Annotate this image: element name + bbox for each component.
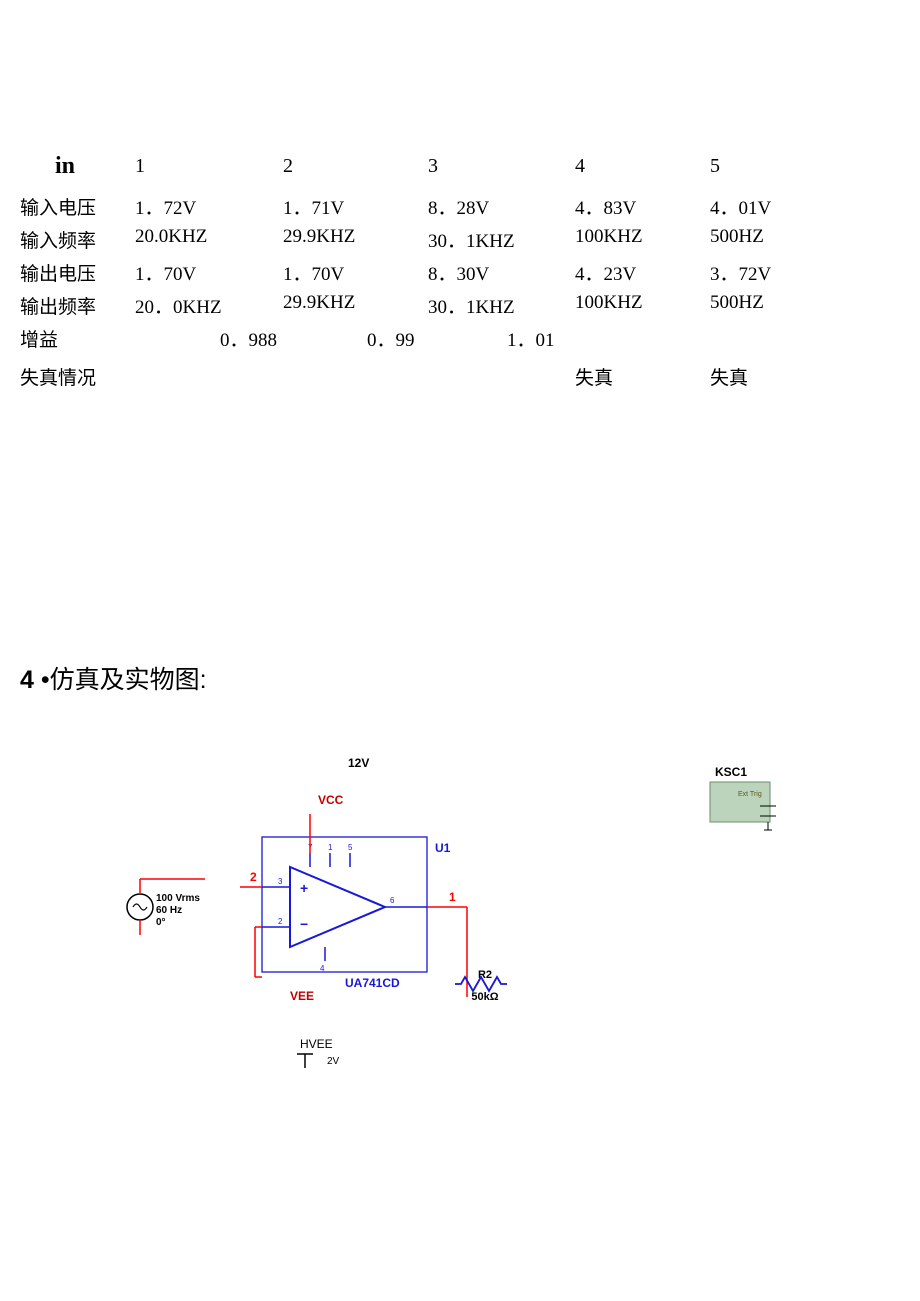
distortion-row: 失真情况 失真 失真: [20, 355, 900, 393]
distortion-value: 失真: [575, 363, 710, 390]
svg-text:60 Hz: 60 Hz: [156, 905, 182, 916]
row-label: 输出频率: [20, 292, 135, 319]
gain-label: 增益: [20, 325, 135, 352]
svg-text:100 Vrms: 100 Vrms: [156, 893, 200, 904]
svg-text:5: 5: [348, 843, 353, 852]
table-cell: 20．0KHZ: [135, 292, 283, 319]
svg-text:Ext Trig: Ext Trig: [738, 791, 762, 798]
table-header: 5: [710, 155, 865, 182]
svg-text:VCC: VCC: [318, 793, 344, 807]
table-header: 4: [575, 155, 710, 182]
svg-text:VEE: VEE: [290, 989, 314, 1003]
table-cell: 20.0KHZ: [135, 226, 283, 253]
heading-text: 仿真及实物图:: [50, 666, 207, 694]
table-cell: 1．72V: [135, 193, 283, 220]
heading-bullet: •: [41, 666, 50, 694]
table-cell: 1．71V: [283, 193, 428, 220]
table-cell: 30．1KHZ: [428, 226, 575, 253]
section-heading: 4 •仿真及实物图:: [20, 660, 207, 696]
table-cell: 29.9KHZ: [283, 292, 428, 319]
svg-text:1: 1: [328, 843, 333, 852]
table-cell: 100KHZ: [575, 226, 710, 253]
table-header-row: in 1 2 3 4 5: [20, 155, 900, 182]
svg-text:2: 2: [278, 917, 283, 926]
svg-text:U1: U1: [435, 841, 451, 855]
svg-text:−: −: [300, 916, 308, 932]
table-cell: 8．28V: [428, 193, 575, 220]
row-label: 输出电压: [20, 259, 135, 286]
table-cell: 100KHZ: [575, 292, 710, 319]
gain-row: 增益 0．988 0．99 1．01: [20, 322, 900, 355]
table-cell: 4．01V: [710, 193, 865, 220]
circuit-svg: 12VVCC100 Vrms60 Hz0°+−7154326U1UA741CD2…: [105, 752, 805, 1102]
svg-text:2V: 2V: [327, 1056, 340, 1067]
table-row: 输入频率20.0KHZ29.9KHZ30．1KHZ100KHZ500HZ: [20, 223, 900, 256]
distortion-value: 失真: [710, 363, 865, 390]
table-cell: 4．23V: [575, 259, 710, 286]
gain-value: 0．99: [327, 325, 487, 352]
table-row: 输出电压1．70V1．70V8．30V4．23V3．72V: [20, 256, 900, 289]
svg-text:KSC1: KSC1: [715, 765, 747, 779]
table-cell: 500HZ: [710, 292, 865, 319]
svg-text:2: 2: [250, 870, 257, 884]
svg-text:50kΩ: 50kΩ: [471, 991, 498, 1003]
table-header: 1: [135, 155, 283, 182]
table-cell: 30．1KHZ: [428, 292, 575, 319]
svg-text:+: +: [300, 880, 308, 896]
row-label: 输入电压: [20, 193, 135, 220]
distortion-label: 失真情况: [20, 363, 135, 390]
svg-text:1: 1: [449, 890, 456, 904]
heading-number: 4: [20, 666, 34, 694]
table-cell: 1．70V: [135, 259, 283, 286]
table-cell: 3．72V: [710, 259, 865, 286]
row-label: 输入频率: [20, 226, 135, 253]
svg-text:UA741CD: UA741CD: [345, 976, 400, 990]
table-cell: 500HZ: [710, 226, 865, 253]
data-table: in 1 2 3 4 5 输入电压1．72V1．71V8．28V4．83V4．0…: [20, 155, 900, 393]
svg-text:6: 6: [390, 896, 395, 905]
gain-value: 0．988: [135, 325, 327, 352]
circuit-diagram: 12VVCC100 Vrms60 Hz0°+−7154326U1UA741CD2…: [105, 752, 805, 1102]
svg-text:4: 4: [320, 964, 325, 973]
svg-text:HVEE: HVEE: [300, 1037, 333, 1051]
table-row: 输入电压1．72V1．71V8．28V4．83V4．01V: [20, 190, 900, 223]
svg-text:12V: 12V: [348, 756, 369, 770]
table-header: 3: [428, 155, 575, 182]
in-label: in: [20, 153, 135, 180]
table-cell: 4．83V: [575, 193, 710, 220]
svg-text:3: 3: [278, 877, 283, 886]
table-cell: 8．30V: [428, 259, 575, 286]
gain-value: 1．01: [487, 325, 637, 352]
table-cell: 1．70V: [283, 259, 428, 286]
svg-text:0°: 0°: [156, 917, 166, 928]
table-header: 2: [283, 155, 428, 182]
table-cell: 29.9KHZ: [283, 226, 428, 253]
table-row: 输出频率20．0KHZ29.9KHZ30．1KHZ100KHZ500HZ: [20, 289, 900, 322]
